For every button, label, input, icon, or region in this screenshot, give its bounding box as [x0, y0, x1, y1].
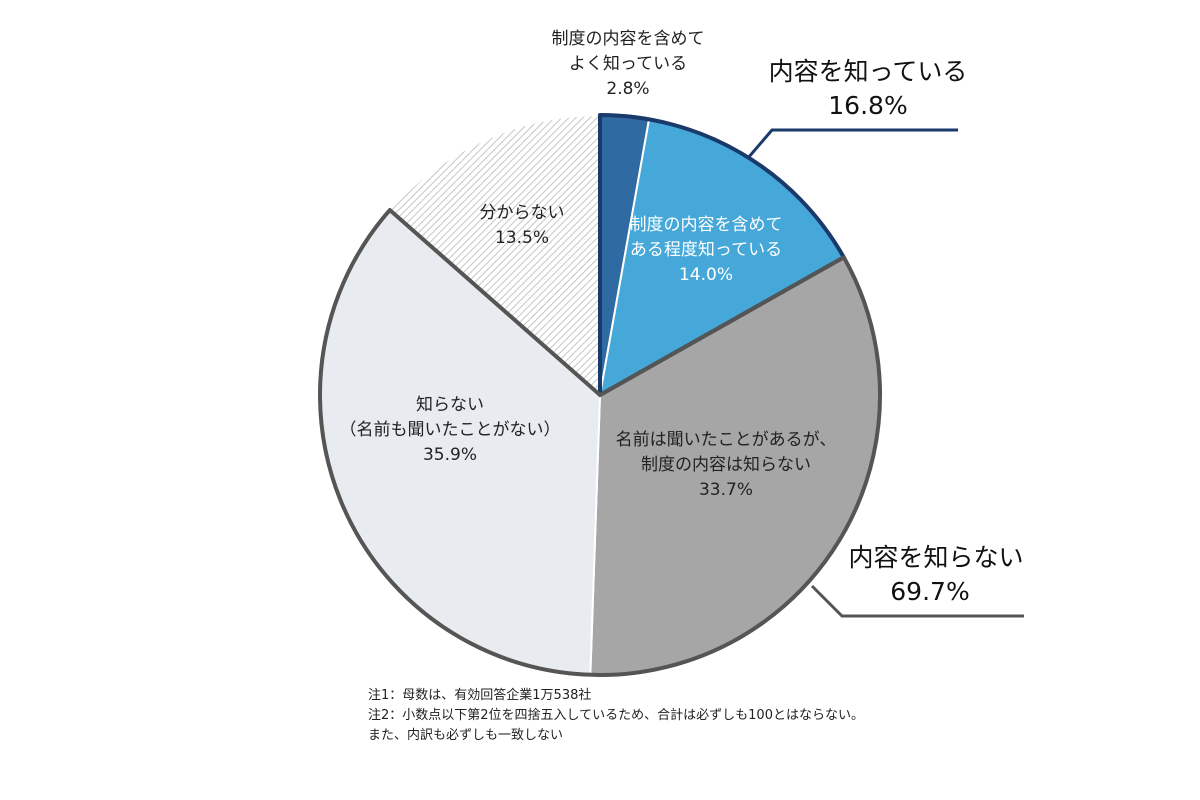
slice-label: （名前も聞いたことがない）	[340, 420, 561, 440]
slice-label: 制度の内容を含めて	[630, 215, 783, 235]
footnotes: 注1：母数は、有効回答企業1万538社 注2：小数点以下第2位を四捨五入している…	[368, 686, 864, 746]
slice-value-label: 14.0%	[679, 265, 733, 285]
slice-label: ある程度知っている	[630, 240, 782, 260]
group-value-label: 16.8%	[828, 91, 907, 120]
footnote-1: 注1：母数は、有効回答企業1万538社	[368, 688, 592, 703]
footnote-2: 注2：小数点以下第2位を四捨五入しているため、合計は必ずしも100とはならない。	[368, 708, 864, 723]
slice-value-label: 35.9%	[423, 445, 477, 465]
slice-label: 制度の内容は知らない	[641, 455, 811, 475]
footnote-3: また、内訳も必ずしも一致しない	[368, 728, 564, 743]
group-outline	[598, 113, 846, 397]
slice-label: 分からない	[480, 203, 565, 223]
group-label: 内容を知っている	[769, 57, 968, 86]
group-label: 内容を知らない	[848, 543, 1023, 572]
slice-label: 知らない	[416, 395, 484, 415]
group-outline	[318, 208, 882, 677]
slice-label: よく知っている	[569, 54, 687, 74]
group-value-label: 69.7%	[890, 577, 969, 606]
slice-label: 制度の内容を含めて	[552, 29, 705, 49]
pie-slice	[388, 113, 601, 398]
group-callout-line	[810, 584, 1024, 618]
slice-value-label: 2.8%	[606, 79, 649, 99]
slice-value-label: 33.7%	[699, 480, 753, 500]
slice-value-label: 13.5%	[495, 228, 549, 248]
group-callout-line	[746, 128, 958, 159]
slice-label: 名前は聞いたことがあるが、	[616, 430, 837, 450]
